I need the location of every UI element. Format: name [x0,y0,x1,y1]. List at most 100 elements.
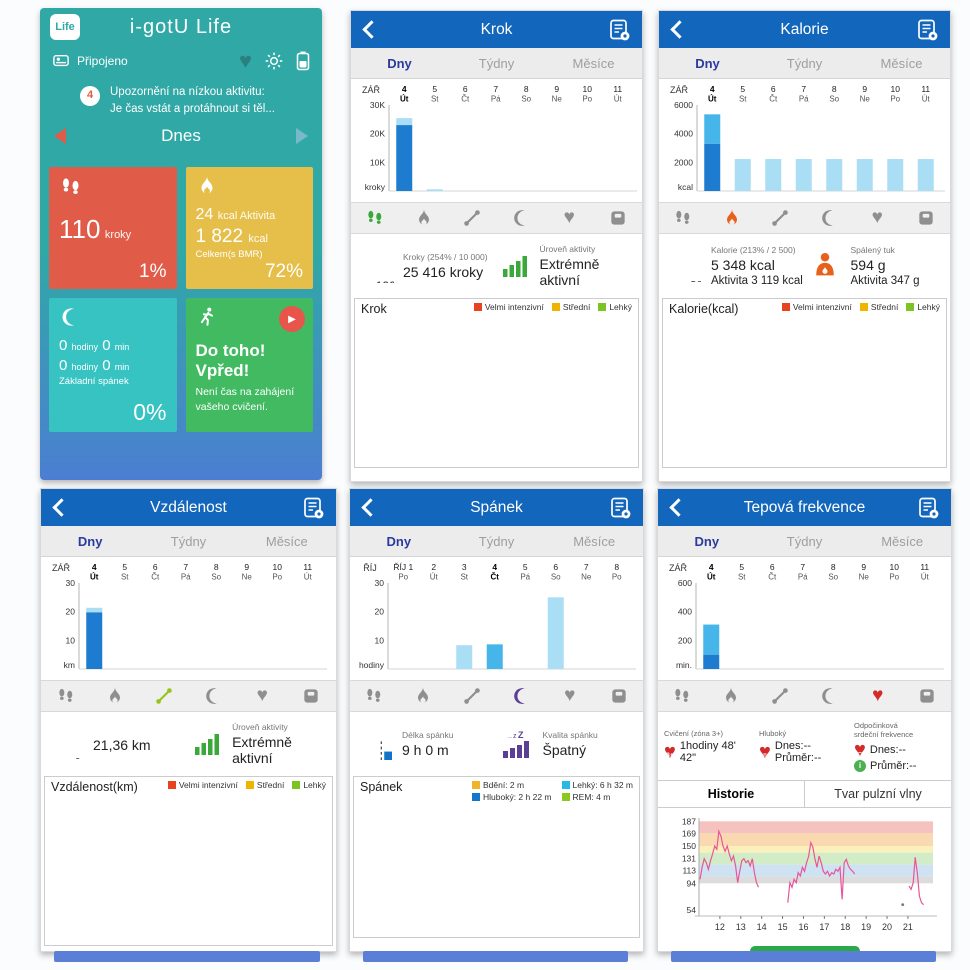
hypnogram-chart[interactable] [354,802,626,932]
svg-text:So: So [521,95,531,104]
tab-měsíce[interactable]: Měsíce [880,55,923,71]
svg-text:So: So [829,95,839,104]
tab-týdny[interactable]: Týdny [170,533,207,549]
screen-title: Krok [480,20,513,38]
svg-text:94: 94 [686,878,696,888]
heart-icon[interactable]: ♥ [238,48,252,73]
route-toolbar-icon[interactable] [460,206,484,230]
tab-měsíce[interactable]: Měsíce [573,533,616,549]
intensity-chart[interactable] [45,794,317,940]
footprints-toolbar-icon[interactable] [363,206,387,230]
subtab-historie[interactable]: Historie [707,787,755,801]
flame-toolbar-icon[interactable] [720,206,744,230]
tab-dny[interactable]: Dny [387,55,412,71]
footprints-icon [63,178,79,195]
svg-text:5: 5 [432,84,437,94]
footprints-toolbar-icon[interactable] [670,684,694,708]
svg-text:So: So [828,573,838,582]
tab-dny[interactable]: Dny [77,533,103,549]
flame-toolbar-icon[interactable] [411,684,435,708]
report-icon[interactable] [917,496,941,520]
svg-text:5: 5 [523,562,528,572]
tab-týdny[interactable]: Týdny [478,533,515,549]
subtab-tvar-pulzni-vlny[interactable]: Tvar pulzní vlny [804,781,951,807]
tab-týdny[interactable]: Týdny [786,55,823,71]
info-icon[interactable]: i [854,759,866,772]
svg-text:ZÁŘ: ZÁŘ [362,85,381,95]
flame-toolbar-icon[interactable] [412,206,436,230]
svg-text:10: 10 [273,562,283,572]
moon-toolbar-icon[interactable] [201,684,225,708]
svg-text:2000: 2000 [674,157,693,167]
scale-toolbar-icon[interactable] [914,206,938,230]
week-chart[interactable]: ŘÍJ ŘÍJ 1Po2Út3St4Čt5Pá6So7Ne8Po302010hod… [350,557,638,680]
next-day-arrow[interactable] [296,128,308,145]
sleep-tile[interactable]: 0 hodiny 0 min 0 hodiny 0 min Základní s… [49,298,177,433]
moon-toolbar-icon[interactable] [509,206,533,230]
svg-text:7: 7 [183,562,188,572]
intensity-chart[interactable] [663,316,935,462]
flame-toolbar-icon[interactable] [103,684,127,708]
brightness-icon[interactable] [264,51,284,71]
exercise-tile[interactable]: ▶ Do toho! Vpřed! Není čas na zahájení v… [185,298,313,433]
activity-alert[interactable]: 4 Upozornění na nízkou aktivitu: Je čas … [40,76,322,121]
tab-dny[interactable]: Dny [694,533,720,549]
intensity-chart[interactable] [355,316,627,462]
week-chart[interactable]: ZÁŘ 4Út5St6Čt7Pá8So9Ne10Po11Út600400200mi… [658,557,946,680]
app-bar: Krok [351,11,642,48]
svg-text:13: 13 [735,922,745,932]
hr-summary-row: Cvičení (zóna 3+) ♥ 3+ 1hodiny 48' 42" Hlubok… [658,712,951,780]
tab-dny[interactable]: Dny [695,55,720,71]
start-exercise-button[interactable]: ▶ [279,306,305,333]
svg-text:4: 4 [402,84,407,94]
summary-stat: 10020030000:0004:0008:0012:0016:0020:002… [665,245,805,287]
calories-tile[interactable]: 24 kcal Aktivita 1 822 kcal Celkem(s BMR… [185,167,313,290]
scale-toolbar-icon[interactable] [607,684,631,708]
svg-text:St: St [431,95,439,104]
moon-toolbar-icon[interactable] [817,206,841,230]
heart-toolbar-icon[interactable]: ♥ [563,207,575,228]
footprints-toolbar-icon[interactable] [671,206,695,230]
svg-text:30: 30 [66,578,76,588]
tab-dny[interactable]: Dny [386,533,412,549]
tab-měsíce[interactable]: Měsíce [881,533,924,549]
report-icon[interactable] [608,18,632,42]
footprints-toolbar-icon[interactable] [362,684,386,708]
route-toolbar-icon[interactable] [460,684,484,708]
tab-měsíce[interactable]: Měsíce [572,55,615,71]
scale-toolbar-icon[interactable] [915,684,939,708]
hour-range-button[interactable]: 1 hodiny [749,946,860,951]
heart-toolbar-icon[interactable]: ♥ [871,207,883,228]
route-toolbar-icon[interactable] [768,684,792,708]
report-icon[interactable] [609,496,633,520]
route-toolbar-icon[interactable] [152,684,176,708]
route-toolbar-icon[interactable] [768,206,792,230]
bmr-label: Celkem(s BMR) [195,249,263,261]
heart-toolbar-icon[interactable]: ♥ [256,685,268,706]
moon-toolbar-icon[interactable] [509,684,533,708]
sleep-m2: 0 [102,357,111,375]
svg-text:kroky: kroky [365,182,386,192]
week-chart[interactable]: ZÁŘ 4Út5St6Čt7Pá8So9Ne10Po11Út60004000200… [659,79,947,202]
hr-history-chart[interactable]: 187 169 150 131 113 94 54 12 13 14 15 16 17 18 19 20 21 [669,812,941,942]
steps-tile[interactable]: 110 kroky 1% [49,167,177,290]
scale-toolbar-icon[interactable] [606,206,630,230]
scale-toolbar-icon[interactable] [299,684,323,708]
week-chart[interactable]: ZÁŘ 4Út5St6Čt7Pá8So9Ne10Po11Út30K20K10Kkr… [351,79,639,202]
tab-týdny[interactable]: Týdny [478,55,515,71]
svg-text:Út: Út [400,95,409,104]
moon-toolbar-icon[interactable] [817,684,841,708]
svg-text:400: 400 [678,607,692,617]
heart-toolbar-icon[interactable]: ♥ [872,685,884,706]
tab-měsíce[interactable]: Měsíce [265,533,308,549]
footprints-toolbar-icon[interactable] [54,684,78,708]
tab-týdny[interactable]: Týdny [786,533,823,549]
svg-text:11: 11 [303,562,312,572]
report-icon[interactable] [302,496,326,520]
heart-toolbar-icon[interactable]: ♥ [564,685,576,706]
flame-toolbar-icon[interactable] [719,684,743,708]
prev-day-arrow[interactable] [54,128,66,145]
report-icon[interactable] [916,18,940,42]
legend-item: Bdění: 2 m [472,780,552,790]
